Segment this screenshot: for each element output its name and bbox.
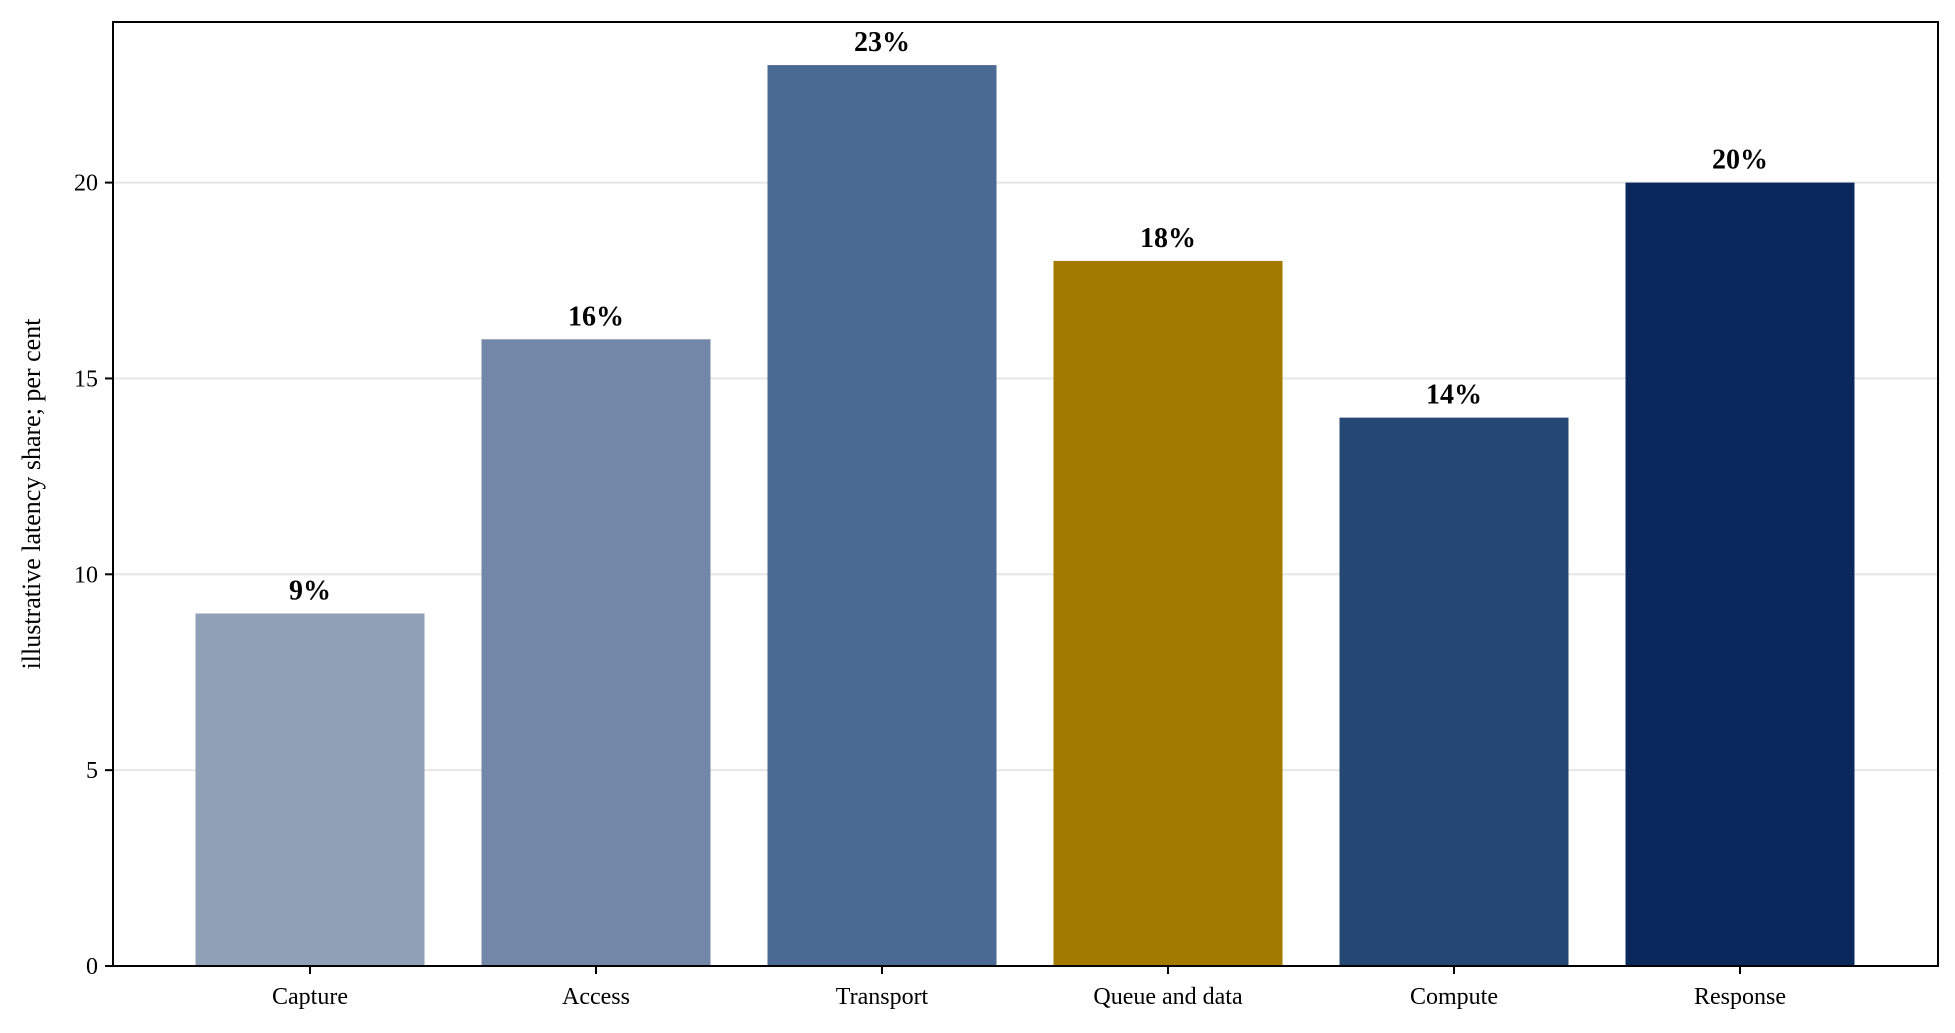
y-tick-label: 10: [74, 562, 98, 588]
x-tick-label: Response: [1694, 984, 1786, 1010]
bar: [1625, 182, 1855, 966]
bar-value-label: 9%: [289, 575, 331, 606]
bar-value-label: 23%: [854, 27, 910, 58]
x-tick-label: Access: [562, 984, 630, 1010]
x-tick-label: Transport: [836, 984, 929, 1010]
bar: [767, 65, 997, 966]
x-tick-label: Capture: [272, 984, 348, 1010]
y-tick-label: 20: [74, 171, 98, 197]
plot-frame: [112, 21, 1939, 967]
x-axis-ticks: Capture Access Transport Queue and data Comp…: [272, 966, 1786, 1010]
y-tick-label: 15: [74, 366, 98, 392]
bar-value-label: 20%: [1712, 145, 1768, 176]
bar-value-label: 16%: [568, 301, 624, 332]
y-axis-label: illustrative latency share; per cent: [17, 318, 46, 670]
y-axis-ticks: 0 5 10 15 20: [74, 171, 113, 980]
bar: [1053, 260, 1283, 966]
bar: [195, 613, 425, 966]
y-tick-label: 5: [86, 758, 98, 784]
x-tick-label: Queue and data: [1093, 984, 1243, 1010]
bars: [195, 65, 1855, 966]
x-tick-label: Compute: [1410, 984, 1498, 1010]
y-tick-label: 0: [86, 954, 98, 980]
bar-value-label: 14%: [1426, 380, 1482, 411]
value-labels: 9% 16% 23% 18% 14% 20%: [289, 27, 1768, 606]
bar: [1339, 417, 1569, 966]
bar-value-label: 18%: [1140, 223, 1196, 254]
bar: [481, 339, 711, 966]
